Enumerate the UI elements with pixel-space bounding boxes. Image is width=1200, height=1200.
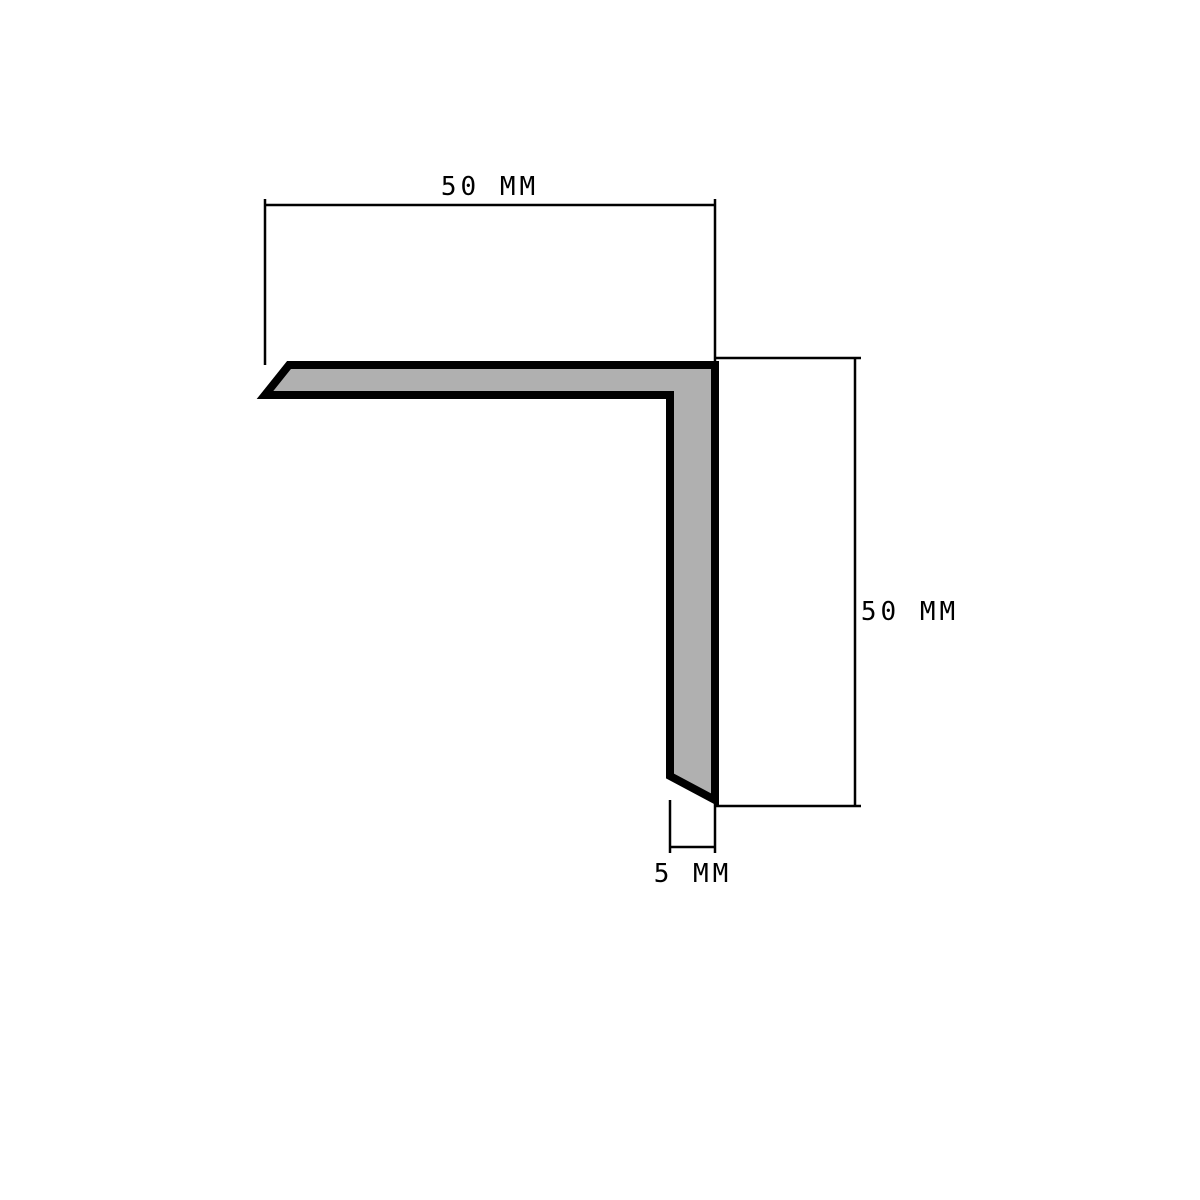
dim-width-label: 50 MM <box>441 172 539 202</box>
dim-thk-label: 5 MM <box>654 859 733 889</box>
dim-height-label: 50 MM <box>861 597 959 627</box>
angle-profile-drawing: 50 MM 50 MM 5 MM <box>0 0 1200 1200</box>
